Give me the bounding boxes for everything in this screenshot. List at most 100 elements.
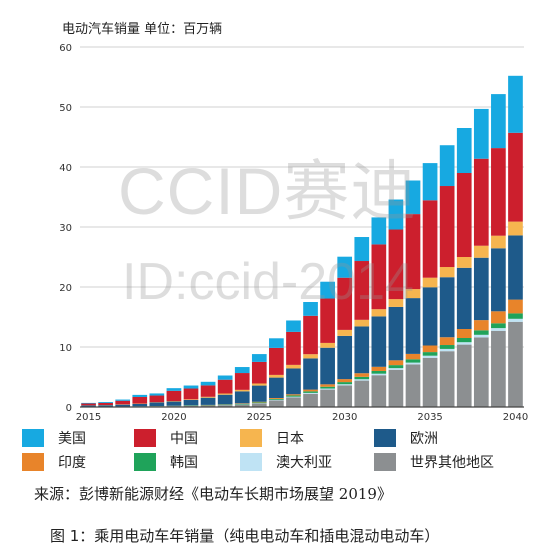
bar-segment — [508, 132, 523, 222]
bar-segment — [234, 367, 250, 374]
bar-segment — [473, 320, 489, 331]
bar-segment — [371, 244, 387, 310]
legend-item: 中国 — [134, 428, 198, 448]
bar-segment — [320, 298, 335, 343]
bar-segment — [166, 401, 182, 406]
bar-segment — [269, 347, 284, 375]
x-tick-label: 2035 — [417, 412, 442, 420]
legend-label: 中国 — [170, 431, 198, 447]
x-tick-label: 2040 — [503, 412, 528, 420]
bar-segment — [217, 379, 233, 394]
bar-segment — [439, 345, 455, 349]
bar-segment — [251, 383, 267, 386]
bar-segment — [166, 388, 182, 391]
bar-segment — [473, 334, 489, 338]
bar-segment — [286, 397, 301, 407]
bar-segment — [149, 402, 165, 407]
legend-item: 日本 — [240, 428, 304, 448]
bar-segment — [303, 391, 318, 393]
bar-segment — [115, 404, 131, 407]
bar-segment — [508, 318, 523, 322]
bar-segment — [217, 405, 233, 407]
bar-segment — [354, 326, 370, 374]
bar-segment — [456, 128, 472, 173]
bar-segment — [354, 319, 370, 327]
bar-segment — [320, 347, 335, 385]
legend-label: 印度 — [58, 455, 86, 471]
bar-segment — [491, 311, 506, 324]
bar-segment — [371, 375, 387, 407]
bar-segment — [234, 391, 250, 404]
bar-segment — [371, 217, 387, 245]
bar-segment — [320, 389, 335, 407]
bar-segment — [405, 214, 421, 290]
bar-segment — [371, 366, 387, 371]
bar-segment — [234, 404, 250, 407]
bar-segment — [337, 379, 353, 383]
bar-segment — [456, 338, 472, 343]
bar-segment — [217, 375, 233, 380]
bar-segment — [81, 402, 96, 404]
legend-swatch — [134, 429, 156, 447]
bar-segment — [337, 385, 353, 407]
bar-segment — [422, 352, 438, 356]
bar-segment — [508, 321, 523, 407]
legend-swatch — [240, 429, 262, 447]
bar-segment — [439, 337, 455, 346]
bar-segment — [456, 267, 472, 329]
bar-segment — [303, 393, 318, 407]
bar-segment — [200, 396, 216, 398]
bar-segment — [183, 385, 199, 389]
bar-segment — [456, 173, 472, 257]
chart-area: 0 10 20 30 40 50 60 2015 2020 2025 2030 2035 2040 电动… — [59, 22, 528, 420]
bar-segment — [337, 382, 353, 385]
bar-segment — [422, 345, 438, 353]
bar-segment — [303, 315, 318, 355]
bar-segment — [473, 330, 489, 335]
bar-segment — [371, 373, 387, 376]
bar-segment — [132, 396, 148, 404]
bar-segment — [81, 403, 96, 406]
legend-item: 欧洲 — [374, 428, 438, 448]
bar-segment — [251, 385, 267, 402]
bar-segment — [491, 148, 506, 236]
bar-segment — [422, 357, 438, 407]
bar-segment — [405, 353, 421, 360]
bar-segment — [439, 267, 455, 278]
x-tick-label: 2020 — [161, 412, 186, 420]
bar-segment — [269, 338, 284, 348]
bar-segment — [491, 323, 506, 329]
y-tick-label: 20 — [59, 283, 72, 294]
legend-label: 日本 — [276, 431, 304, 447]
bar-segment — [337, 277, 353, 330]
bar-segment — [422, 163, 438, 201]
bar-segment — [286, 368, 301, 395]
bar-segment — [269, 377, 284, 398]
bar-segment — [439, 186, 455, 268]
bar-segment — [371, 309, 387, 317]
bar-segment — [98, 405, 113, 407]
bar-segment — [405, 359, 421, 363]
bar-segment — [422, 287, 438, 346]
bar-segment — [217, 393, 233, 395]
bar-segment — [473, 257, 489, 321]
x-tick-label: 2015 — [76, 412, 101, 420]
bar-segment — [269, 398, 284, 399]
bar-segment — [200, 397, 216, 405]
bar-segment — [337, 329, 353, 336]
bar-segment — [337, 256, 353, 278]
bar-segment — [269, 400, 284, 407]
bar-segment — [303, 354, 318, 359]
bar-segment — [439, 351, 455, 407]
bar-segment — [388, 360, 404, 366]
bar-segment — [98, 402, 113, 403]
bar-segment — [456, 344, 472, 407]
legend-label: 澳大利亚 — [276, 455, 332, 471]
legend-item: 美国 — [22, 428, 86, 448]
bar-segment — [354, 237, 370, 262]
x-tick-label: 2025 — [247, 412, 272, 420]
bar-segment — [371, 316, 387, 367]
bar-segment — [320, 384, 335, 387]
bar-segment — [303, 389, 318, 392]
bar-segment — [354, 376, 370, 380]
